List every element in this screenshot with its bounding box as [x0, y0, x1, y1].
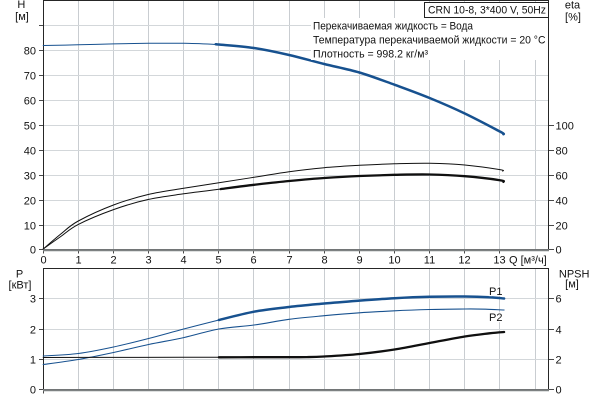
svg-text:4: 4 [180, 255, 186, 267]
svg-text:1: 1 [30, 355, 36, 367]
svg-text:2: 2 [110, 255, 116, 267]
svg-text:6: 6 [556, 294, 562, 306]
svg-text:7: 7 [286, 255, 292, 267]
svg-text:Перекачиваемая жидкость = Вода: Перекачиваемая жидкость = Вода [313, 21, 474, 33]
svg-text:6: 6 [250, 255, 256, 267]
svg-text:30: 30 [24, 171, 36, 183]
svg-text:P1: P1 [489, 286, 502, 298]
svg-text:50: 50 [24, 121, 36, 133]
svg-text:40: 40 [24, 146, 36, 158]
svg-text:10: 10 [24, 221, 36, 233]
svg-text:H: H [17, 0, 25, 11]
svg-text:2: 2 [556, 355, 562, 367]
svg-text:12: 12 [458, 255, 470, 267]
svg-text:70: 70 [24, 71, 36, 83]
svg-text:4: 4 [556, 325, 562, 337]
svg-text:P: P [16, 269, 23, 281]
svg-text:eta: eta [565, 0, 581, 12]
svg-text:1: 1 [75, 255, 81, 267]
svg-text:P2: P2 [489, 312, 502, 324]
svg-text:80: 80 [556, 146, 568, 158]
svg-text:0: 0 [556, 245, 562, 257]
svg-text:0: 0 [556, 385, 562, 397]
svg-text:100: 100 [556, 121, 574, 133]
svg-text:60: 60 [556, 171, 568, 183]
svg-text:3: 3 [30, 294, 36, 306]
svg-text:40: 40 [556, 196, 568, 208]
svg-text:9: 9 [356, 255, 362, 267]
svg-text:Температура перекачиваемой жид: Температура перекачиваемой жидкости = 20… [313, 35, 546, 47]
svg-text:10: 10 [388, 255, 400, 267]
svg-text:[м]: [м] [15, 11, 29, 23]
svg-text:Плотность = 998.2 кг/м³: Плотность = 998.2 кг/м³ [313, 48, 428, 60]
svg-text:0: 0 [40, 255, 46, 267]
svg-text:CRN 10-8, 3*400 V, 50Hz: CRN 10-8, 3*400 V, 50Hz [428, 5, 546, 17]
svg-text:5: 5 [215, 255, 221, 267]
svg-text:2: 2 [30, 325, 36, 337]
svg-text:0: 0 [30, 245, 36, 257]
svg-text:13: 13 [493, 255, 505, 267]
svg-text:3: 3 [145, 255, 151, 267]
svg-text:20: 20 [556, 221, 568, 233]
svg-text:0: 0 [30, 385, 36, 397]
svg-text:60: 60 [24, 96, 36, 108]
svg-text:11: 11 [424, 255, 435, 267]
svg-text:[%]: [%] [565, 12, 581, 24]
svg-text:[кВт]: [кВт] [9, 280, 32, 292]
svg-text:[м]: [м] [565, 279, 579, 291]
svg-text:8: 8 [321, 255, 327, 267]
svg-text:20: 20 [24, 196, 36, 208]
svg-text:Q [м³/ч]: Q [м³/ч] [509, 255, 547, 267]
svg-text:NPSH: NPSH [559, 268, 590, 280]
svg-text:80: 80 [24, 46, 36, 58]
